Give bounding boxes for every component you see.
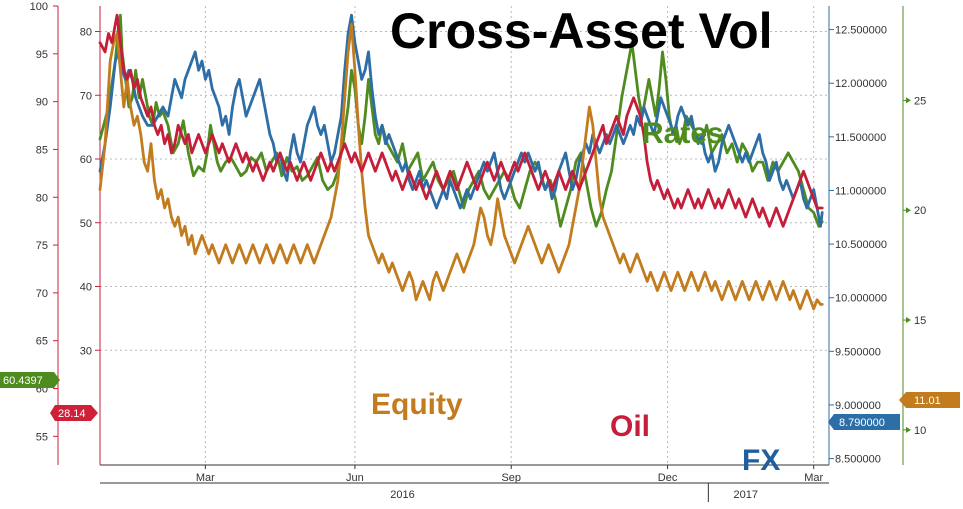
oil-tick-arrow [906,317,911,324]
x-year-label: 2017 [733,489,757,501]
rates-tick-label: 12.500000 [835,25,887,37]
rates-tick-label: 11.000000 [835,185,886,197]
oil-tick-label: 15 [914,315,926,327]
x-tick-label: Mar [804,472,823,484]
equity-tick-label: 30 [80,345,92,357]
axes: 5560657075808590951003040506070808.50000… [30,1,926,502]
series-line-oil [98,13,824,228]
fx-tick-label: 75 [36,240,48,252]
x-year-label: 2016 [390,489,414,501]
rates-label: Rates [642,117,724,150]
rates-last-value: 60.4397 [3,375,43,387]
rates-tick-label: 12.000000 [835,78,887,90]
fx-last-flag: 8.790000 [828,414,900,430]
oil-tick-label: 10 [914,425,926,437]
rates-tick-label: 9.000000 [835,400,881,412]
fx-tick-label: 85 [36,144,48,156]
equity-tick-label: 40 [80,282,92,294]
equity-tick-label: 60 [80,154,92,166]
equity-tick-label: 70 [80,90,92,102]
fx-tick-label: 55 [36,431,48,443]
oil-tick-arrow [906,426,911,433]
last-value-flags: 60.4397 28.14 11.01 8.790000 [0,372,960,430]
x-tick-label: Mar [196,472,215,484]
oil-tick-label: 20 [914,205,926,217]
equity-last-value: 11.01 [914,395,941,407]
fx-label: FX [742,444,780,477]
fx-last-value: 8.790000 [839,417,885,429]
oil-last-value: 28.14 [58,408,86,420]
equity-tick-label: 50 [80,218,92,230]
oil-last-flag: 28.14 [50,405,98,421]
chart-title: Cross-Asset Vol [390,3,773,59]
x-tick-label: Sep [501,472,521,484]
fx-tick-label: 80 [36,192,48,204]
series-line-fx [98,13,824,228]
rates-last-flag: 60.4397 [0,372,60,388]
equity-last-flag: 11.01 [899,392,960,408]
fx-tick-label: 70 [36,288,48,300]
fx-tick-label: 90 [36,97,48,109]
equity-label: Equity [371,388,463,421]
rates-tick-label: 11.500000 [835,132,886,144]
series-line-equity [98,22,824,311]
rates-tick-label: 10.500000 [835,239,887,251]
oil-label: Oil [610,410,650,443]
rates-tick-label: 10.000000 [835,293,887,305]
series-lines [98,13,824,311]
fx-tick-label: 100 [30,1,48,13]
fx-tick-label: 95 [36,49,48,61]
equity-tick-label: 80 [80,27,92,39]
x-tick-label: Jun [346,472,364,484]
rates-tick-label: 8.500000 [835,454,881,466]
oil-tick-arrow [906,207,911,214]
rates-tick-label: 9.500000 [835,346,881,358]
oil-tick-arrow [906,97,911,104]
fx-tick-label: 65 [36,336,48,348]
x-tick-label: Dec [658,472,678,484]
oil-tick-label: 25 [914,95,926,107]
